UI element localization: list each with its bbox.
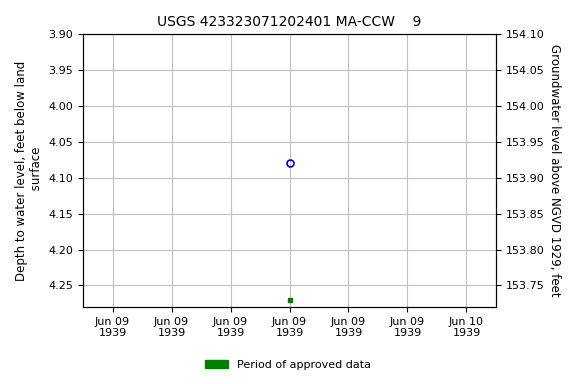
- Y-axis label: Groundwater level above NGVD 1929, feet: Groundwater level above NGVD 1929, feet: [548, 44, 561, 297]
- Y-axis label: Depth to water level, feet below land
 surface: Depth to water level, feet below land su…: [15, 61, 43, 281]
- Title: USGS 423323071202401 MA-CCW    9: USGS 423323071202401 MA-CCW 9: [157, 15, 422, 29]
- Legend: Period of approved data: Period of approved data: [201, 356, 375, 375]
